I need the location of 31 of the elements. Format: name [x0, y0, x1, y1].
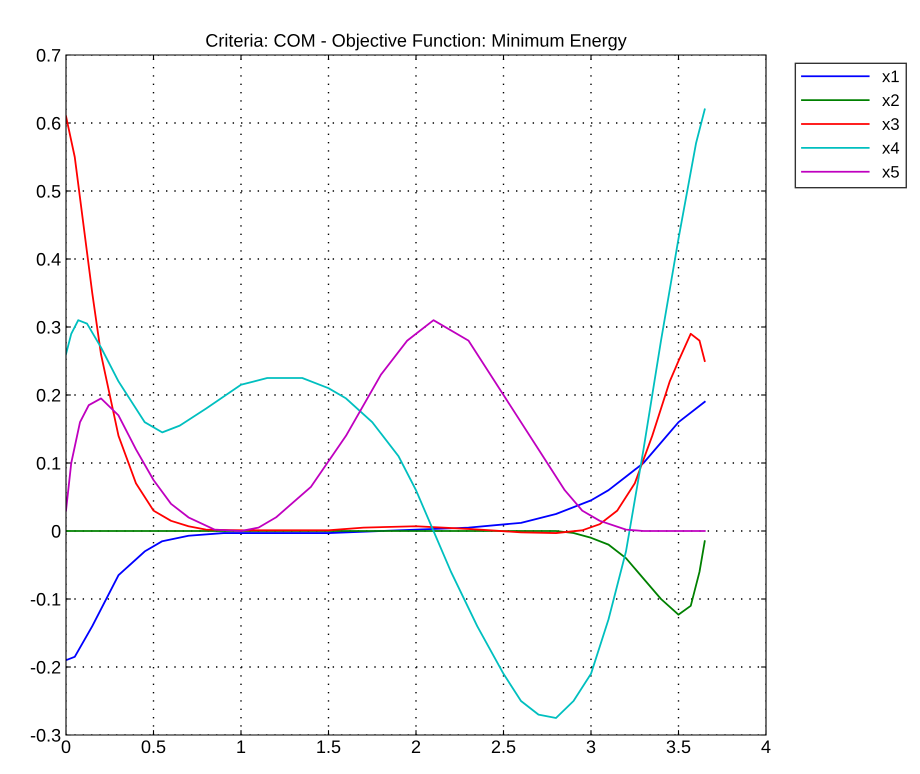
line-series [66, 115, 706, 534]
chart-title: Criteria: COM - Objective Function: Minimum Energy [206, 34, 627, 50]
y-tick-label: -0.3 [30, 728, 60, 742]
x-tick-label: 0.5 [142, 740, 166, 754]
y-tick-label: 0.5 [36, 184, 60, 198]
legend-label: x1 [882, 70, 899, 82]
x-tick-label: 0 [62, 740, 70, 754]
y-tick-label: 0.3 [36, 320, 60, 334]
x-tick-label: 1 [237, 740, 246, 753]
y-tick-label: -0.2 [30, 660, 60, 674]
y-tick-label: 0.2 [36, 388, 60, 402]
x-tick-label: 2 [412, 740, 420, 753]
x-tick-label: 3.5 [666, 740, 690, 754]
line-series [66, 108, 706, 719]
y-tick-label: -0.1 [30, 592, 60, 606]
x-tick-label: 1.5 [317, 740, 340, 754]
y-tick-label: 0.1 [36, 456, 60, 470]
legend-label: x3 [882, 118, 899, 130]
legend-label: x4 [882, 142, 900, 154]
y-tick-label: 0.7 [36, 48, 60, 62]
legend-label: x5 [882, 166, 899, 178]
line-series [66, 530, 706, 616]
legend-label: x2 [882, 94, 899, 106]
x-tick-label: 3 [586, 740, 596, 754]
y-tick-label: 0.6 [36, 116, 60, 130]
line-series [66, 319, 706, 532]
line-series [66, 400, 706, 662]
y-tick-label: 0.4 [36, 252, 61, 266]
y-tick-label: 0 [52, 524, 60, 538]
x-tick-label: 2.5 [492, 740, 516, 754]
x-tick-label: 4 [761, 740, 770, 753]
